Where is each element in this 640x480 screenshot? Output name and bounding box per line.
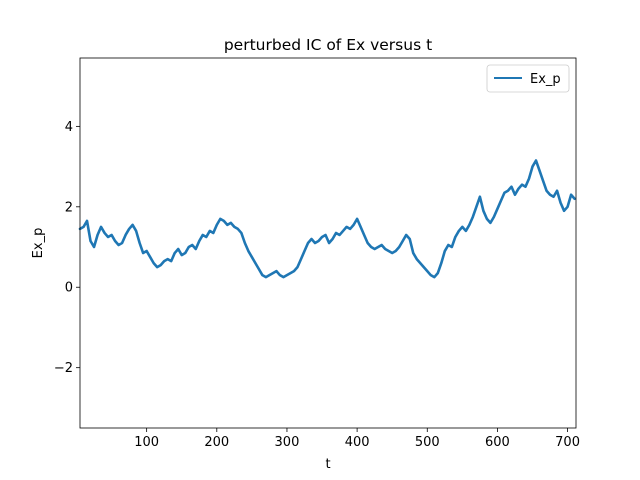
legend-entry-ex-p: Ex_p	[530, 72, 561, 87]
x-axis: 100 200 300 400 500 600 700	[134, 428, 580, 450]
x-tick-label: 300	[275, 435, 300, 450]
x-tick-label: 200	[204, 435, 229, 450]
x-tick-label: 400	[345, 435, 370, 450]
y-tick-label: −2	[54, 361, 73, 376]
chart-title: perturbed IC of Ex versus t	[224, 36, 432, 54]
x-tick-label: 700	[555, 435, 580, 450]
y-tick-label: 0	[65, 281, 73, 296]
y-axis-label: Ex_p	[31, 228, 46, 259]
series-line-ex-p	[78, 159, 576, 279]
x-axis-label: t	[325, 457, 330, 472]
x-tick-label: 600	[485, 435, 510, 450]
y-axis: −2 0 2 4	[54, 120, 80, 376]
x-tick-label: 100	[134, 435, 159, 450]
axes-frame	[79, 57, 577, 429]
series-layer	[78, 159, 576, 279]
legend-box	[486, 64, 570, 93]
y-tick-label: 4	[65, 120, 73, 135]
x-tick-label: 500	[415, 435, 440, 450]
plot-area	[78, 57, 577, 429]
legend: Ex_p	[486, 64, 570, 93]
y-tick-label: 2	[65, 200, 73, 215]
